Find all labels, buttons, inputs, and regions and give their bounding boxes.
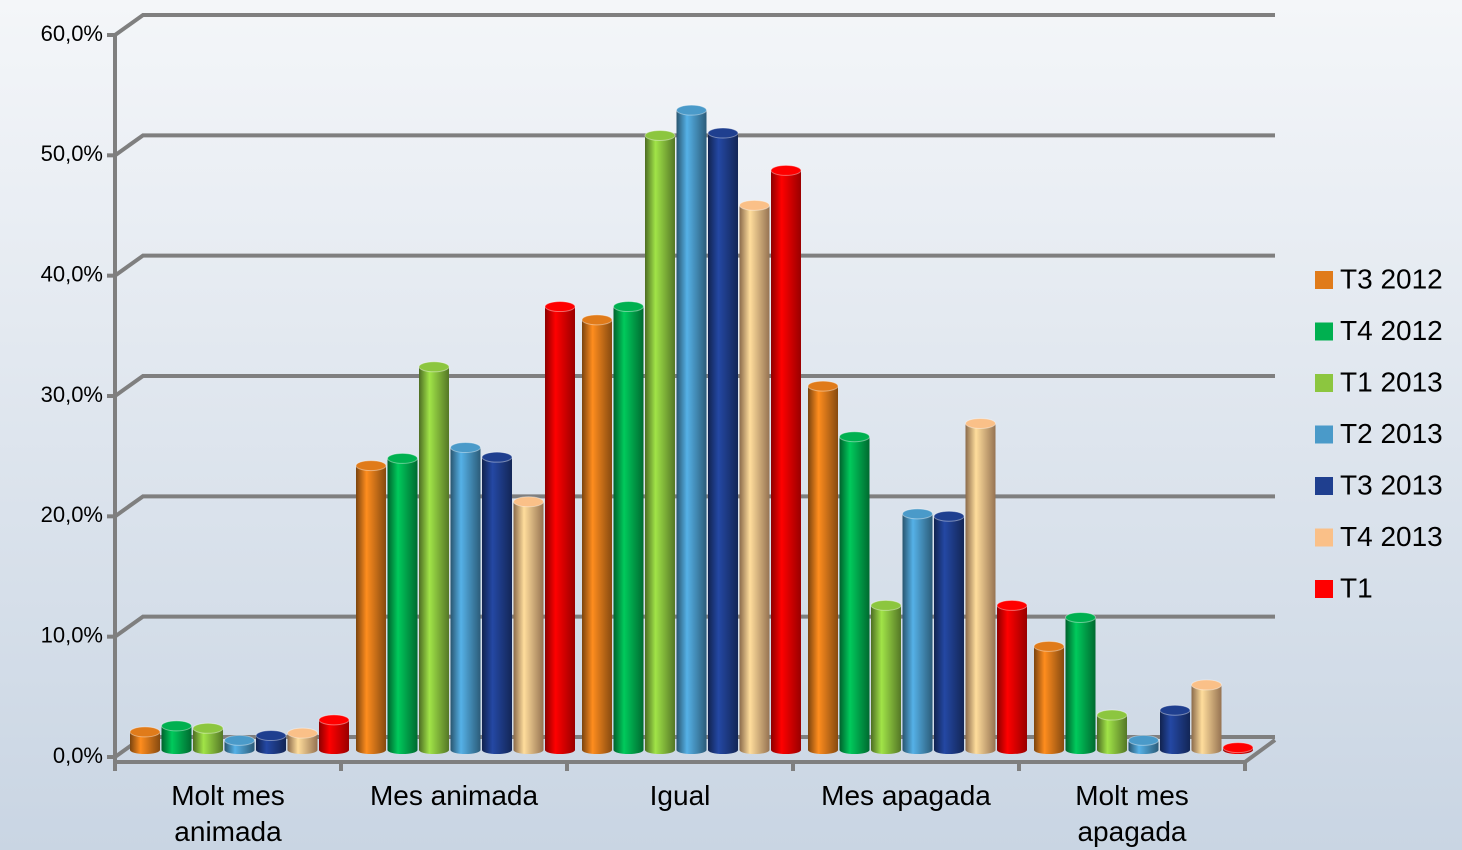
bar (644, 129, 676, 754)
bar (129, 726, 161, 754)
legend-swatch (1315, 528, 1333, 547)
x-tick-label: Mes animada (369, 780, 539, 811)
legend-swatch (1315, 580, 1333, 598)
bar (965, 417, 996, 754)
legend-label: T4 2013 (1340, 521, 1443, 552)
bar (581, 314, 613, 754)
x-tick-label: Molt mes animada (171, 780, 285, 847)
grid-line (113, 133, 1275, 157)
bar (807, 380, 839, 754)
x-tick-label: Mes apagada (821, 780, 991, 811)
bar (513, 496, 544, 754)
bar (161, 720, 192, 754)
legend-label: T1 (1340, 572, 1373, 603)
bar (770, 164, 802, 754)
legend-label: T3 2012 (1340, 263, 1443, 294)
legend-label: T4 2012 (1340, 315, 1443, 346)
bar (287, 727, 318, 754)
bar (1191, 679, 1222, 754)
y-tick-label: 20,0% (41, 502, 103, 527)
bar (418, 361, 450, 754)
legend-label: T2 2013 (1340, 418, 1443, 449)
bar (870, 599, 902, 754)
bar (387, 452, 418, 754)
bar (613, 301, 644, 754)
x-tick-label: Molt mes apagada (1075, 780, 1189, 847)
bar (739, 199, 770, 755)
grid-line (113, 374, 1275, 398)
bar (318, 714, 350, 754)
grid-line (113, 253, 1275, 278)
bar (481, 451, 513, 754)
bar (1065, 611, 1096, 754)
grid-line (113, 13, 1275, 37)
bar (676, 104, 707, 754)
legend-swatch (1315, 374, 1333, 392)
bar (255, 730, 287, 754)
y-tick-label: 50,0% (41, 141, 103, 166)
bar (1096, 709, 1128, 754)
legend-label: T3 2013 (1340, 469, 1443, 500)
y-tick-label: 0,0% (53, 743, 103, 768)
legend-swatch (1315, 322, 1333, 341)
bar (996, 599, 1028, 754)
bar (355, 460, 387, 754)
bar (902, 508, 933, 754)
bar (1128, 734, 1159, 754)
bar (707, 127, 739, 755)
y-tick-label: 10,0% (41, 622, 103, 647)
bar (450, 442, 481, 754)
bar (1159, 704, 1191, 754)
bar (192, 722, 224, 754)
bar (933, 510, 965, 754)
x-tick-label: Igual (649, 780, 711, 811)
grid-line (113, 494, 1275, 518)
legend-swatch (1315, 271, 1333, 289)
bar (544, 301, 576, 754)
bar (1222, 742, 1254, 754)
y-tick-label: 30,0% (41, 382, 103, 407)
y-tick-label: 40,0% (41, 261, 103, 286)
legend-swatch (1315, 425, 1333, 444)
bar (224, 734, 255, 754)
bar (1033, 640, 1065, 754)
bar (839, 431, 870, 754)
y-tick-label: 60,0% (41, 21, 103, 46)
legend-label: T1 2013 (1340, 366, 1443, 397)
legend-swatch (1315, 477, 1333, 495)
